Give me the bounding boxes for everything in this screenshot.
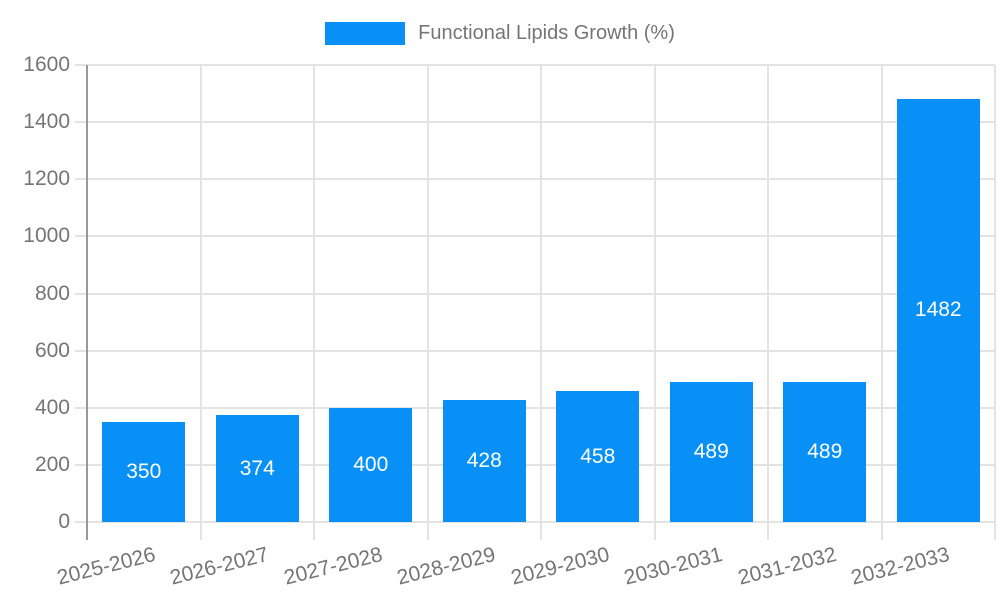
y-tick-label: 1200 [23, 167, 70, 191]
y-tick-label: 600 [34, 338, 70, 362]
x-tick [994, 522, 996, 540]
y-tick [75, 406, 87, 409]
y-tick-label: 1600 [23, 53, 70, 76]
legend-swatch [325, 21, 406, 45]
gridline-v [994, 65, 996, 522]
x-tick [540, 522, 542, 540]
x-tick [767, 522, 769, 540]
bar-2032-2033[interactable] [896, 98, 980, 522]
bar-2030-2031[interactable] [669, 382, 753, 522]
gridline-v [653, 65, 656, 522]
bar-value-label: 1482 [914, 298, 962, 322]
legend[interactable]: Functional Lipids Growth (%) [0, 21, 1000, 45]
bar-2031-2032[interactable] [783, 382, 867, 522]
x-tick [653, 522, 656, 540]
y-tick-label: 800 [34, 281, 70, 305]
y-tick [75, 121, 87, 124]
bar-value-label: 489 [807, 440, 843, 464]
gridline-v [426, 65, 429, 522]
x-tick [880, 522, 883, 540]
gridline-v [313, 65, 315, 522]
bar-2026-2027[interactable] [215, 415, 299, 522]
bar-value-label: 428 [466, 448, 502, 472]
y-tick [75, 235, 87, 238]
bar-value-label: 400 [353, 452, 389, 476]
y-tick [75, 463, 87, 466]
bar-2027-2028[interactable] [329, 407, 413, 522]
y-tick-label: 200 [34, 452, 70, 476]
y-axis-line [86, 65, 88, 540]
y-tick-label: 1000 [23, 224, 70, 248]
y-tick [75, 178, 87, 181]
gridline-v [540, 65, 542, 522]
bar-value-label: 489 [693, 440, 729, 464]
y-tick [75, 521, 87, 523]
legend-label: Functional Lipids Growth (%) [418, 21, 675, 44]
x-tick [426, 522, 429, 540]
y-tick [75, 349, 87, 352]
bar-2029-2030[interactable] [556, 391, 640, 522]
gridline-v [880, 65, 883, 522]
bar-2028-2029[interactable] [442, 399, 526, 522]
y-tick [75, 292, 87, 295]
gridline-v [199, 65, 202, 522]
bar-value-label: 350 [126, 460, 162, 484]
gridline-v [767, 65, 769, 522]
x-tick [199, 522, 202, 540]
y-tick-label: 400 [34, 395, 70, 419]
bar-value-label: 374 [239, 456, 275, 480]
bar-2025-2026[interactable] [102, 422, 186, 522]
x-tick [313, 522, 315, 540]
y-tick-label: 0 [58, 510, 70, 533]
y-tick-label: 1400 [23, 110, 70, 134]
bar-value-label: 458 [580, 444, 616, 468]
y-tick [75, 64, 87, 66]
